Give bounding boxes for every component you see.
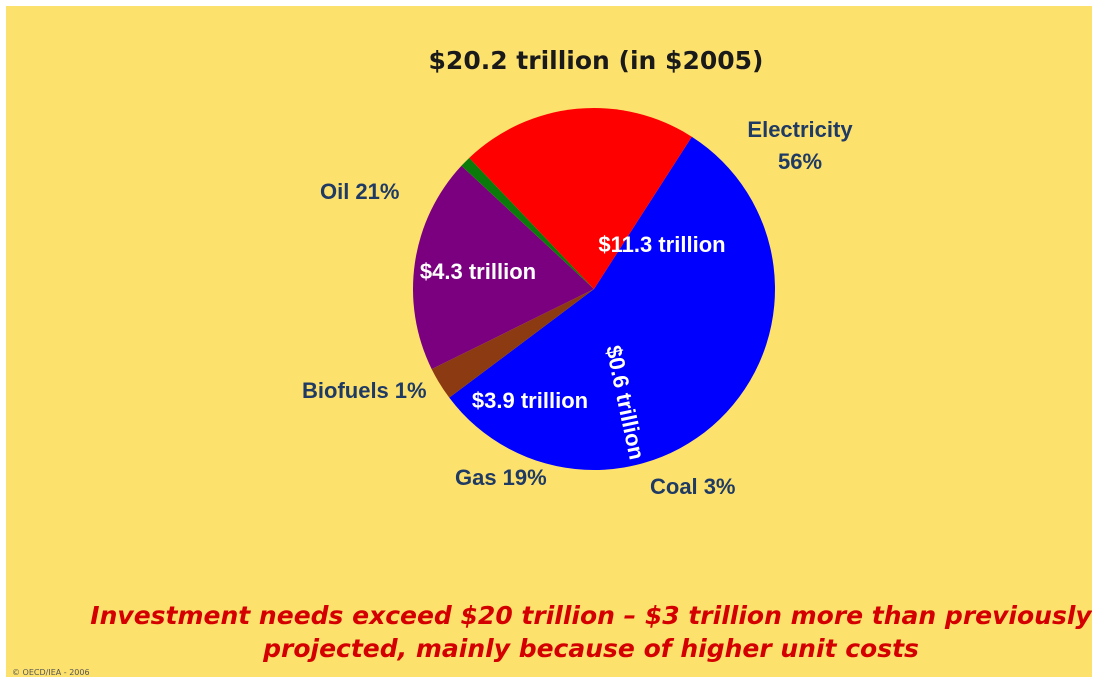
legend-label-oil: Oil 21%	[320, 179, 399, 204]
legend-label-coal-name: Coal	[650, 474, 698, 499]
legend-label-biofuels-share: 1%	[395, 378, 427, 403]
pie-slices	[412, 107, 775, 470]
legend-label-gas-name: Gas	[455, 465, 497, 490]
legend-label-gas: Gas 19%	[455, 465, 547, 490]
caption-line-2: projected, mainly because of higher unit…	[263, 634, 919, 663]
outer-labels: Electricity 56% Oil 21% Biofuels 1% Gas 19%…	[302, 117, 853, 499]
pie-chart: $11.3 trillion $4.3 trillion $3.9 trilli…	[302, 107, 853, 499]
legend-label-biofuels-name: Biofuels	[302, 378, 389, 403]
slice-value-label-gas: $3.9 trillion	[472, 388, 588, 413]
legend-label-oil-name: Oil	[320, 179, 349, 204]
pie-slice-oil	[469, 107, 692, 289]
legend-label-gas-share: 19%	[503, 465, 547, 490]
copyright-notice: © OECD/IEA - 2006	[12, 668, 90, 677]
legend-label-biofuels: Biofuels 1%	[302, 378, 427, 403]
slice-value-label-electricity: $11.3 trillion	[598, 232, 725, 257]
pie-slice-electricity	[449, 136, 775, 470]
legend-label-coal: Coal 3%	[650, 474, 735, 499]
chart-title: $20.2 trillion (in $2005)	[428, 46, 764, 75]
pie-slice-gas	[412, 165, 594, 370]
pie-slice-biofuels	[461, 157, 594, 289]
slide-background: $20.2 trillion (in $2005) $11.3 trillion…	[6, 6, 1092, 677]
legend-label-oil-share: 21%	[355, 179, 399, 204]
legend-label-coal-share: 3%	[704, 474, 736, 499]
legend-label-electricity-share: 56%	[778, 149, 822, 174]
caption-line-1: Investment needs exceed $20 trillion – $…	[90, 601, 1092, 630]
pie-slice-coal	[431, 289, 594, 398]
slice-value-label-oil: $4.3 trillion	[420, 259, 536, 284]
legend-label-electricity-name: Electricity	[747, 117, 853, 142]
